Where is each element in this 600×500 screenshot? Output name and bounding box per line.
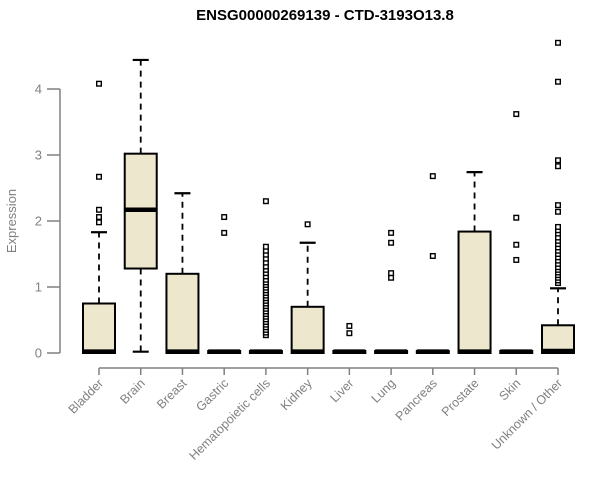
outlier-point (513, 256, 520, 263)
outlier-point (346, 322, 353, 329)
iqr-box (165, 272, 200, 354)
outlier-point (555, 78, 562, 85)
box-bladder (82, 80, 116, 354)
iqr-box (290, 305, 325, 354)
outlier-point (555, 223, 562, 230)
outlier-point (221, 229, 228, 236)
box-pancreas (415, 173, 450, 354)
x-tick-label: Hematopoietic cells (186, 376, 273, 463)
outlier-point (304, 221, 311, 228)
outlier-point (388, 229, 395, 236)
outlier-point (221, 214, 228, 221)
outlier-point (513, 241, 520, 248)
box-kidney (290, 221, 325, 354)
plot-area: 0 1 2 3 4 Bladder Brain Breast GastricHematopoie… (35, 39, 575, 463)
outlier-point (513, 214, 520, 221)
outlier-point (262, 198, 269, 205)
x-tick-label: Kidney (278, 376, 315, 413)
outlier-point (95, 80, 102, 87)
box-prostate (457, 171, 492, 354)
x-tick-label: Breast (154, 376, 190, 412)
y-tick-label: 4 (35, 82, 42, 97)
iqr-box (541, 324, 575, 354)
outlier-point (513, 111, 520, 118)
outlier-point (429, 173, 436, 180)
x-tick-label: Lung (369, 376, 399, 406)
outlier-point (555, 39, 562, 46)
y-tick-label: 3 (35, 148, 42, 163)
chart-title: ENSG00000269139 - CTD-3193O13.8 (196, 7, 454, 24)
box-lung (374, 229, 409, 354)
x-tick-label: Gastric (193, 376, 231, 414)
outlier-point (388, 270, 395, 277)
box-breast (165, 192, 200, 354)
x-tick-label: Pancreas (393, 376, 440, 423)
outlier-point (555, 163, 562, 170)
x-tick-label: Liver (327, 376, 356, 405)
box-hematopoietic-cells (248, 198, 283, 354)
outlier-point (555, 208, 562, 215)
outlier-point (95, 173, 102, 180)
iqr-box (82, 302, 116, 354)
iqr-box (457, 230, 492, 354)
y-tick-label: 2 (35, 214, 42, 229)
x-tick-label: Unknown / Other (489, 376, 565, 452)
y-axis: 0 1 2 3 4 (35, 82, 61, 361)
outlier-point (555, 202, 562, 209)
outlier-point (388, 239, 395, 246)
box-gastric (207, 214, 242, 354)
outlier-point (388, 274, 395, 281)
outlier-point (262, 243, 269, 250)
box-liver (332, 322, 367, 354)
y-axis-label: Expression (4, 189, 19, 253)
outlier-point (429, 252, 436, 259)
box-brain (123, 58, 158, 353)
outlier-point (95, 214, 102, 221)
x-tick-label: Brain (117, 376, 148, 407)
box-skin (499, 111, 534, 354)
y-tick-label: 0 (35, 346, 42, 361)
x-tick-label: Prostate (439, 376, 482, 419)
outlier-point (346, 330, 353, 337)
y-tick-label: 1 (35, 280, 42, 295)
box-unknown-other (541, 39, 575, 354)
outlier-point (95, 219, 102, 226)
outlier-point (95, 206, 102, 213)
x-tick-label: Skin (496, 376, 523, 403)
x-tick-label: Bladder (66, 376, 106, 416)
outlier-point (555, 157, 562, 164)
